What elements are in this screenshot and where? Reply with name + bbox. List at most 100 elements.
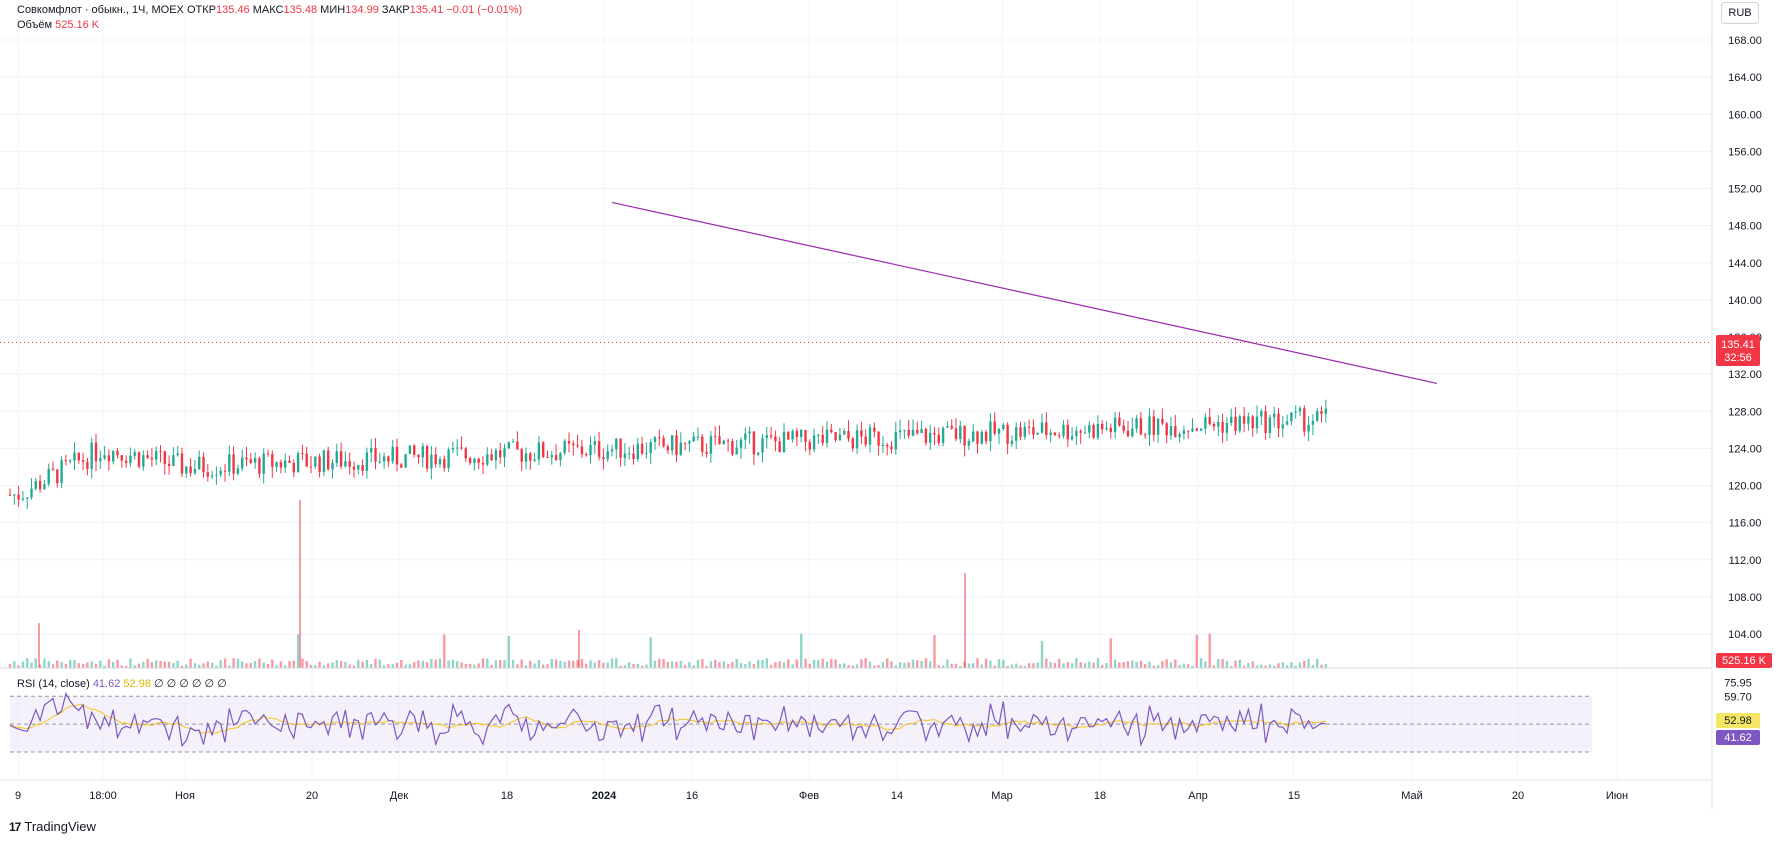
volume-bar: [653, 660, 657, 668]
candle-body: [765, 435, 768, 439]
candle-body: [374, 447, 377, 462]
candle-body: [619, 438, 622, 458]
candle-body: [739, 439, 743, 448]
volume-bar: [90, 661, 93, 668]
candle-body: [77, 452, 80, 461]
candle-body: [946, 426, 949, 428]
candle-body: [890, 446, 893, 450]
time-tick-label: Фев: [799, 790, 819, 802]
volume-bar: [950, 663, 953, 668]
candle-body: [167, 463, 171, 466]
volume-bar: [662, 659, 665, 668]
volume-bar: [443, 634, 446, 668]
volume-bar: [989, 660, 992, 668]
volume-bar: [193, 663, 197, 668]
volume-label[interactable]: Объём: [17, 19, 53, 31]
volume-bar: [400, 660, 403, 668]
trendline[interactable]: [611, 201, 1438, 384]
volume-bar: [890, 661, 893, 668]
candle-body: [486, 454, 489, 465]
candle-body: [1040, 422, 1044, 433]
volume-bar: [1234, 660, 1237, 668]
candle-body: [499, 450, 502, 458]
candle-body: [585, 454, 588, 456]
volume-bar: [795, 659, 799, 668]
volume-bar: [1191, 665, 1194, 668]
volume-bar: [529, 660, 532, 668]
volume-bar: [1088, 661, 1091, 668]
candle-body: [1169, 426, 1173, 436]
candle-body: [1006, 424, 1009, 444]
volume-bar: [1032, 663, 1035, 668]
candle-body: [17, 494, 20, 500]
candle-body: [774, 436, 777, 442]
candle-body: [331, 462, 334, 470]
candle-body: [1045, 422, 1048, 435]
candle-body: [851, 438, 854, 449]
volume-bar: [636, 664, 639, 668]
volume-bar: [1242, 665, 1246, 668]
candle-body: [976, 431, 979, 444]
candle-body: [709, 436, 713, 454]
volume-bar: [1062, 663, 1065, 668]
candle-body: [1032, 427, 1035, 435]
volume-bar: [451, 659, 455, 668]
candle-body: [576, 445, 579, 447]
volume-bar: [1268, 664, 1272, 668]
volume-bar: [726, 664, 730, 668]
time-axis[interactable]: 9 18:00 Ноя 20 Дек 18 2024 16 Фев 14 Мар 18 Апр 15 Май…: [15, 790, 1628, 802]
volume-bar: [1264, 665, 1267, 668]
candle-body: [1290, 412, 1293, 422]
candle-body: [649, 442, 652, 454]
volume-bar: [997, 659, 1001, 668]
symbol-title[interactable]: Совкомфлот · обыкн., 1Ч, MOEX: [17, 4, 184, 16]
volume-bar: [279, 661, 283, 668]
volume-bar: [696, 659, 700, 668]
candle-body: [361, 464, 364, 471]
volume-bar: [378, 659, 381, 668]
volume-bar: [769, 664, 773, 668]
volume-bar: [782, 662, 786, 668]
candle-body: [632, 453, 635, 460]
volume-bar: [959, 665, 962, 668]
candle-body: [352, 466, 356, 470]
volume-bars: [8, 500, 1327, 668]
volume-bar: [1230, 665, 1233, 668]
volume-bar: [847, 665, 850, 668]
time-tick-label: 20: [306, 790, 318, 802]
volume-spike: [578, 630, 580, 668]
volume-bar: [146, 658, 149, 668]
candle-body: [1027, 426, 1031, 428]
candle-body: [1307, 424, 1310, 432]
candle-body: [1208, 417, 1211, 424]
candle-body: [1053, 432, 1057, 436]
currency-button[interactable]: RUB: [1721, 2, 1759, 24]
candle-body: [64, 459, 68, 461]
volume-bar: [507, 635, 510, 668]
candle-body: [688, 441, 691, 444]
volume-bar: [81, 663, 85, 668]
candle-body: [731, 440, 734, 455]
volume-bar: [924, 658, 928, 668]
candle-body: [1023, 426, 1026, 437]
rsi-tick-label: 75.95: [1724, 677, 1752, 689]
candle-body: [1182, 430, 1186, 434]
price-badge-countdown: 32:56: [1724, 352, 1752, 364]
volume-bar: [1015, 663, 1018, 668]
candle-body: [176, 453, 179, 456]
volume-bar: [1131, 660, 1134, 668]
rsi-title[interactable]: RSI (14, close): [17, 678, 90, 690]
volume-bar: [404, 664, 407, 668]
candle-body: [769, 435, 773, 437]
volume-bar: [43, 658, 46, 668]
volume-bar: [365, 659, 369, 668]
candle-body: [327, 450, 330, 470]
tradingview-brand[interactable]: 17 TradingView: [9, 819, 96, 834]
candle-body: [271, 454, 274, 467]
candle-body: [26, 497, 29, 499]
price-badge-value: 135.41: [1721, 339, 1755, 351]
candle-body: [821, 434, 824, 444]
candle-body: [1199, 428, 1203, 431]
candle-body: [1088, 425, 1091, 433]
